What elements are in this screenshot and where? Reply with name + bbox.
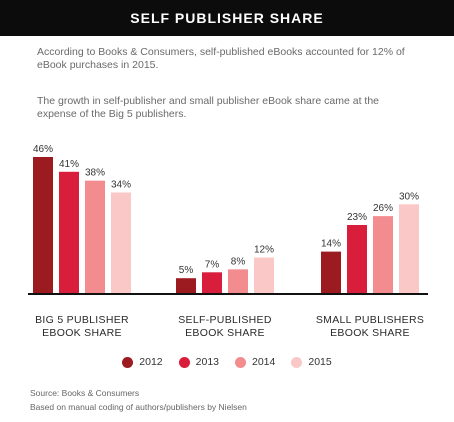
category-label-3: SMALL PUBLISHERS EBOOK SHARE xyxy=(316,314,424,339)
data-label-2015-group-1: 34% xyxy=(111,179,131,190)
legend-swatch-2015 xyxy=(291,356,303,368)
data-label-2012-group-2: 5% xyxy=(179,265,194,276)
bar-2015-group-2 xyxy=(254,257,274,293)
legend-item-2015: 2015 xyxy=(291,356,332,368)
bar-2015-group-1 xyxy=(111,192,131,293)
legend-label-2015: 2015 xyxy=(308,356,332,368)
bar-2013-group-1 xyxy=(59,171,79,293)
legend-label-2013: 2013 xyxy=(195,356,219,368)
bar-2012-group-1 xyxy=(33,157,53,293)
category-label-1: BIG 5 PUBLISHER EBOOK SHARE xyxy=(35,314,129,339)
bar-2012-group-2 xyxy=(176,278,196,293)
data-label-2012-group-1: 46% xyxy=(33,144,53,155)
bar-2015-group-3 xyxy=(399,204,419,293)
legend-label-2012: 2012 xyxy=(139,356,163,368)
bar-2013-group-2 xyxy=(202,272,222,293)
data-label-2014-group-3: 26% xyxy=(373,203,393,214)
legend-item-2013: 2013 xyxy=(178,356,219,368)
data-label-2013-group-3: 23% xyxy=(347,212,367,223)
category-label-2: SELF-PUBLISHED EBOOK SHARE xyxy=(178,314,272,339)
legend-item-2014: 2014 xyxy=(235,356,275,368)
chart-legend: 2012 2013 2014 2015 xyxy=(0,356,454,368)
data-label-2015-group-3: 30% xyxy=(399,191,419,202)
bar-2014-group-2 xyxy=(228,269,248,293)
description-paragraph-2: The growth in self-publisher and small p… xyxy=(37,95,380,120)
data-label-2013-group-1: 41% xyxy=(59,159,79,170)
legend-swatch-2012 xyxy=(122,356,134,368)
x-axis-baseline xyxy=(28,293,428,295)
methodology-note: Based on manual coding of authors/publis… xyxy=(30,402,247,412)
data-label-2013-group-2: 7% xyxy=(205,259,220,270)
legend-swatch-2013 xyxy=(178,356,190,368)
bar-chart: 46% 41% 38% 34% BIG 5 PUBLISHER EBOOK SHARE 5%… xyxy=(28,144,428,339)
bar-2014-group-3 xyxy=(373,216,393,293)
description-paragraph-1: According to Books & Consumers, self-pub… xyxy=(37,46,405,71)
legend-item-2012: 2012 xyxy=(122,356,163,368)
data-label-2012-group-3: 14% xyxy=(321,239,341,250)
data-label-2014-group-2: 8% xyxy=(231,256,246,267)
legend-label-2014: 2014 xyxy=(252,356,276,368)
title-bar: SELF PUBLISHER SHARE xyxy=(0,0,454,36)
chart-title: SELF PUBLISHER SHARE xyxy=(130,10,324,26)
source-line: Source: Books & Consumers xyxy=(30,388,140,398)
legend-swatch-2014 xyxy=(235,356,246,368)
data-label-2014-group-1: 38% xyxy=(85,168,105,179)
bar-2013-group-3 xyxy=(347,225,367,293)
bar-2012-group-3 xyxy=(321,251,341,293)
bar-2014-group-1 xyxy=(85,180,105,293)
data-label-2015-group-2: 12% xyxy=(254,245,274,256)
